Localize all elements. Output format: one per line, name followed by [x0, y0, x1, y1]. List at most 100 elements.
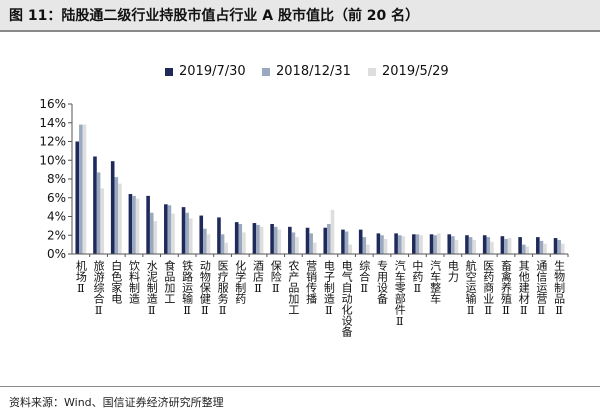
bar-2 [468, 237, 473, 254]
bar-2 [238, 224, 243, 254]
bar-1 [252, 223, 257, 254]
y-tick-label: 10% [39, 153, 66, 167]
category-label: 酒店Ⅱ [252, 260, 265, 295]
category-label: 汽车整车 [429, 259, 442, 305]
y-tick-label: 16% [39, 97, 66, 111]
bar-1 [75, 141, 80, 254]
bar-1 [146, 195, 150, 254]
bar-2 [256, 224, 260, 254]
category-label: 医疗服务Ⅱ [216, 260, 229, 317]
bar-1 [500, 236, 505, 254]
category-label: 化学制药 [234, 259, 247, 305]
bar-1 [341, 229, 345, 254]
bar-2 [344, 231, 349, 254]
bar-3 [543, 243, 547, 254]
legend-label-3: 2019/5/29 [382, 64, 449, 79]
bar-1 [465, 235, 469, 254]
bar-2 [291, 232, 296, 254]
bar-3 [277, 229, 282, 254]
bar-2 [380, 235, 384, 254]
bar-2 [220, 234, 225, 254]
bar-3 [259, 226, 264, 254]
category-label: 机场Ⅱ [74, 259, 87, 295]
category-label: 营销传播 [305, 259, 318, 305]
bar-2 [273, 226, 278, 254]
bar-3 [206, 234, 211, 254]
bar-2 [486, 237, 491, 254]
bar-3 [153, 221, 158, 254]
category-label: 航空运输Ⅱ [464, 259, 477, 317]
bar-1 [217, 217, 221, 254]
bar-1 [181, 207, 186, 254]
category-label: 旅游综合Ⅱ [92, 259, 105, 317]
bar-3 [507, 238, 512, 254]
bar-3 [490, 241, 494, 254]
category-label: 食品加工 [163, 259, 176, 304]
category-label: 综合Ⅱ [358, 259, 371, 295]
bar-3 [135, 198, 140, 254]
bar-1 [270, 224, 274, 254]
bar-3 [312, 242, 317, 254]
bar-3 [100, 188, 104, 254]
bar-2 [132, 195, 136, 254]
bar-2 [415, 234, 420, 254]
y-tick-label: 14% [39, 116, 66, 130]
bar-2 [451, 236, 455, 254]
legend-label-1: 2019/7/30 [179, 64, 246, 79]
bar-3 [82, 124, 87, 254]
bar-2 [167, 205, 172, 254]
bar-1 [429, 234, 434, 254]
bar-2 [96, 172, 101, 254]
category-label: 电力 [446, 260, 459, 282]
bar-3 [295, 237, 299, 254]
category-label: 其他建材Ⅱ [517, 260, 530, 317]
bar-1 [164, 204, 168, 254]
bar-1 [93, 156, 97, 254]
bar-2 [114, 177, 119, 254]
bar-2 [521, 244, 526, 254]
category-label: 专用设备 [376, 259, 389, 305]
bar-2 [327, 224, 331, 254]
bottom-rule [0, 386, 600, 387]
category-label: 铁路运输Ⅱ [181, 260, 194, 317]
bar-3 [118, 183, 122, 254]
category-label: 水泥制造Ⅱ [145, 260, 158, 317]
bar-1 [412, 234, 416, 254]
category-label: 畜禽养殖Ⅱ [500, 259, 513, 317]
category-label: 保险Ⅱ [269, 259, 282, 295]
bar-3 [419, 235, 423, 254]
category-label: 电气自动化设备 [340, 260, 353, 338]
bar-3 [330, 209, 335, 254]
category-label: 电子制造Ⅱ [322, 260, 335, 317]
y-tick-label: 12% [39, 135, 66, 149]
bar-chart: 0% 2% 4% 6% 8% 10% 12% 14% 16% 机场Ⅱ 旅游综合Ⅱ 白色家电 饮料制造 水泥… [39, 97, 569, 338]
bar-3 [366, 244, 370, 254]
bar-1 [128, 194, 133, 254]
legend-item-1: 2019/7/30 [165, 64, 246, 84]
y-tick-label: 2% [47, 228, 66, 242]
bar-2 [203, 228, 207, 254]
legend: 2019/7/30 2018/12/31 2019/5/29 [0, 64, 600, 84]
bar-1 [394, 233, 398, 254]
legend-label-2: 2018/12/31 [276, 64, 351, 79]
legend-item-3: 2019/5/29 [368, 64, 449, 84]
category-label: 中药Ⅱ [411, 260, 424, 295]
legend-swatch-3 [368, 67, 376, 76]
y-tick-label: 8% [47, 172, 66, 186]
bar-3 [224, 242, 228, 254]
bar-2 [79, 124, 83, 254]
bar-3 [472, 239, 476, 254]
bar-2 [185, 212, 189, 254]
bar-1 [305, 227, 310, 254]
bar-1 [376, 233, 381, 254]
bar-1 [553, 238, 558, 254]
category-label: 汽车零部件Ⅱ [393, 259, 406, 328]
bar-2 [362, 237, 367, 254]
bar-1 [199, 215, 204, 254]
bar-3 [436, 233, 441, 254]
bar-1 [323, 227, 328, 254]
bar-1 [288, 226, 292, 254]
bar-1 [234, 222, 239, 254]
bar-2 [433, 235, 437, 254]
category-label: 通信运营Ⅱ [535, 260, 548, 317]
